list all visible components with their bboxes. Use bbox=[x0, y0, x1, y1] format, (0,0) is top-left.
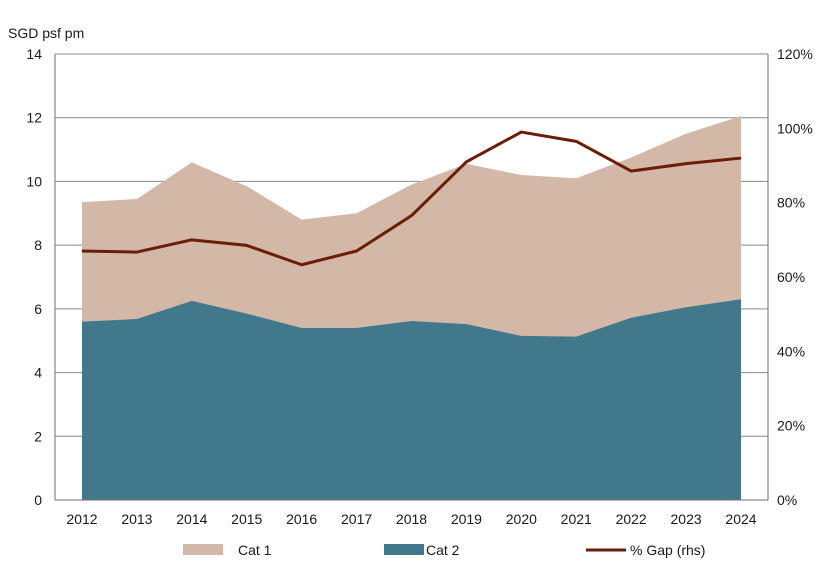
x-tick-label-2012: 2012 bbox=[66, 511, 97, 527]
x-tick-label-2021: 2021 bbox=[561, 511, 592, 527]
y2-tick-label-80: 80% bbox=[777, 195, 805, 211]
legend: Cat 1 Cat 2 % Gap (rhs) bbox=[183, 542, 705, 558]
cat2-area bbox=[82, 299, 741, 500]
legend-label-gap: % Gap (rhs) bbox=[630, 542, 705, 558]
x-tick-label-2014: 2014 bbox=[176, 511, 207, 527]
y-tick-label-12: 12 bbox=[26, 110, 42, 126]
y2-tick-label-120: 120% bbox=[777, 46, 813, 62]
x-tick-label-2015: 2015 bbox=[231, 511, 262, 527]
gap-line-group bbox=[81, 130, 742, 267]
y-tick-label-0: 0 bbox=[34, 492, 42, 508]
gap-line bbox=[81, 130, 742, 267]
y-tick-label-8: 8 bbox=[34, 237, 42, 253]
plot-frame bbox=[54, 53, 769, 501]
y-tick-label-2: 2 bbox=[34, 428, 42, 444]
legend-swatch-cat1 bbox=[183, 544, 223, 555]
y-axis-right: 0% 20% 40% 60% 80% 100% 120% bbox=[777, 46, 813, 508]
y2-tick-label-0: 0% bbox=[777, 492, 797, 508]
y-tick-label-10: 10 bbox=[26, 173, 42, 189]
y2-tick-label-40: 40% bbox=[777, 343, 805, 359]
y2-tick-label-60: 60% bbox=[777, 269, 805, 285]
y-axis-label: SGD psf pm bbox=[8, 25, 84, 41]
y-tick-label-6: 6 bbox=[34, 301, 42, 317]
legend-swatch-cat2 bbox=[384, 544, 424, 555]
x-tick-label-2013: 2013 bbox=[121, 511, 152, 527]
y2-tick-label-20: 20% bbox=[777, 418, 805, 434]
x-tick-label-2019: 2019 bbox=[451, 511, 482, 527]
legend-label-cat1: Cat 1 bbox=[238, 542, 272, 558]
legend-label-cat2: Cat 2 bbox=[426, 542, 460, 558]
x-axis: 2012 2013 2014 2015 2016 2017 2018 2019 2020 2021… bbox=[66, 511, 756, 527]
x-tick-label-2022: 2022 bbox=[616, 511, 647, 527]
x-tick-label-2018: 2018 bbox=[396, 511, 427, 527]
x-tick-label-2020: 2020 bbox=[506, 511, 537, 527]
x-tick-label-2024: 2024 bbox=[725, 511, 756, 527]
y2-tick-label-100: 100% bbox=[777, 120, 813, 136]
y-tick-label-4: 4 bbox=[34, 365, 42, 381]
cat2-area-group bbox=[82, 299, 741, 500]
y-axis-left: 0 2 4 6 8 10 12 14 bbox=[26, 46, 42, 508]
x-tick-label-2023: 2023 bbox=[671, 511, 702, 527]
x-tick-label-2016: 2016 bbox=[286, 511, 317, 527]
x-tick-label-2017: 2017 bbox=[341, 511, 372, 527]
y-tick-label-14: 14 bbox=[26, 46, 42, 62]
